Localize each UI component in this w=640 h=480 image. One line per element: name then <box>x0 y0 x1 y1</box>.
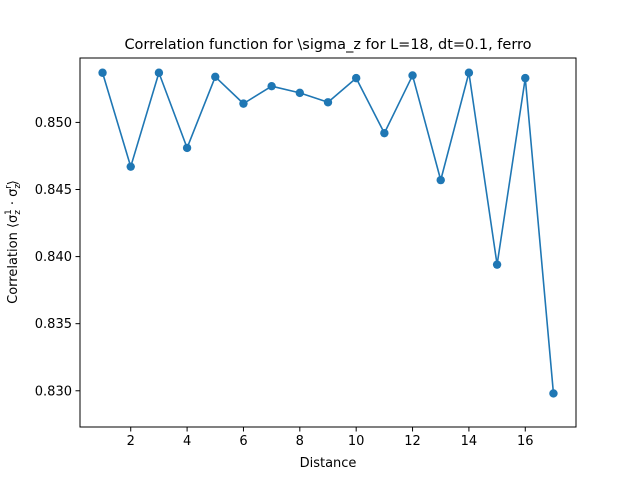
data-point <box>464 68 474 77</box>
x-tick-label: 14 <box>461 434 478 449</box>
y-tick-label: 0.830 <box>35 384 72 399</box>
x-tick-label: 6 <box>239 434 247 449</box>
data-point <box>211 72 220 81</box>
y-label-sup2: r <box>4 185 14 189</box>
data-point <box>98 68 107 77</box>
y-label-middle: · σ <box>6 189 21 210</box>
data-point <box>492 260 502 269</box>
data-point <box>323 98 333 107</box>
data-point <box>351 73 361 83</box>
x-tick-label: 16 <box>517 434 534 449</box>
data-point <box>182 143 192 153</box>
data-point <box>154 68 164 77</box>
y-axis-ticks: 0.830 0.835 0.840 0.845 0.850 <box>35 116 80 399</box>
x-tick-label: 12 <box>404 434 421 449</box>
data-point <box>380 128 389 138</box>
y-tick-label: 0.850 <box>35 116 72 131</box>
data-point <box>126 162 135 171</box>
data-point <box>267 81 276 91</box>
y-axis-label: Correlation ⟨σz1 · σzr⟩ <box>4 180 23 304</box>
y-label-sub2: z <box>13 184 23 189</box>
y-label-sup1: 1 <box>4 209 14 215</box>
y-label-sub1: z <box>13 210 23 215</box>
x-tick-label: 10 <box>348 434 365 449</box>
data-point <box>408 71 417 80</box>
y-tick-label: 0.845 <box>35 183 72 198</box>
data-points <box>98 68 558 398</box>
y-tick-label: 0.840 <box>35 250 72 265</box>
data-point <box>436 175 445 185</box>
data-point <box>239 99 248 108</box>
x-tick-label: 4 <box>183 434 191 449</box>
x-axis-ticks: 2 4 6 8 10 12 14 16 <box>127 427 534 449</box>
plot-frame <box>79 57 577 428</box>
data-point <box>521 73 530 83</box>
x-tick-label: 2 <box>127 434 135 449</box>
y-tick-label: 0.835 <box>35 317 72 332</box>
x-tick-label: 8 <box>296 434 304 449</box>
y-label-suffix: ⟩ <box>6 180 21 185</box>
x-axis-label: Distance <box>300 456 357 471</box>
y-label-prefix: Correlation ⟨σ <box>6 215 21 304</box>
data-point <box>549 389 558 398</box>
data-point <box>295 88 305 98</box>
chart-title: Correlation function for \sigma_z for L=… <box>124 37 531 53</box>
